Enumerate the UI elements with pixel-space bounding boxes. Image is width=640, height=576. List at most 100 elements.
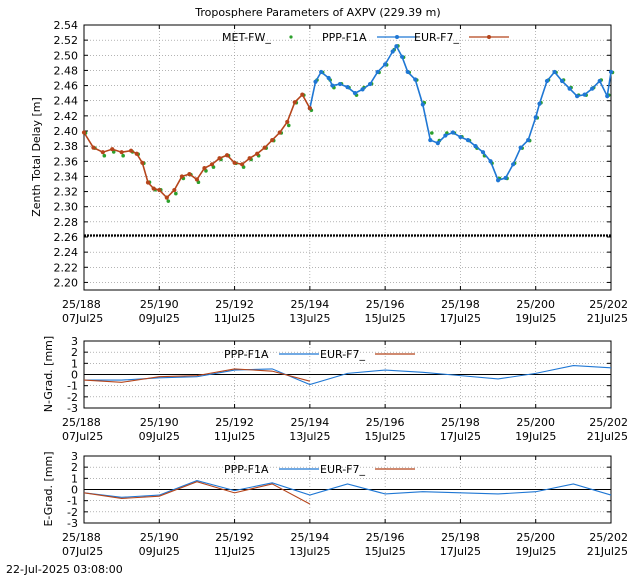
y-axis-label: Zenth Total Delay [m] [30, 97, 43, 217]
x-tick-date-label: 09Jul25 [139, 430, 180, 443]
legend-item: PPP-F1A [224, 463, 319, 476]
y-tick-label: 3 [71, 335, 78, 348]
data-point [575, 94, 580, 99]
y-tick-label: -1 [67, 495, 78, 508]
legend-label: MET-FW_ [222, 31, 271, 44]
series-eur-f7- [83, 368, 310, 383]
x-tick-label: 25/196 [366, 298, 405, 311]
x-tick-label: 25/190 [140, 416, 179, 429]
y-tick-label: -1 [67, 380, 78, 393]
data-point [559, 78, 565, 84]
data-point [544, 78, 550, 84]
x-tick-date-label: 21Jul25 [587, 312, 628, 325]
x-tick-label: 25/198 [441, 298, 480, 311]
y-tick-label: 0 [71, 484, 78, 497]
data-point [450, 130, 455, 135]
data-point [458, 134, 463, 140]
series-line [83, 481, 311, 505]
legend-item: PPP-F1A [322, 31, 417, 44]
data-point [537, 101, 542, 106]
x-tick-label: 25/188 [62, 416, 101, 429]
x-tick-date-label: 13Jul25 [289, 430, 330, 443]
data-point [300, 92, 305, 97]
x-tick-date-label: 19Jul25 [515, 312, 556, 325]
data-point [337, 81, 343, 87]
data-point [240, 162, 245, 167]
y-tick-label: -3 [67, 517, 78, 530]
y-tick-label: 2 [71, 346, 78, 359]
x-tick-date-label: 21Jul25 [587, 430, 628, 443]
x-tick-date-label: 13Jul25 [289, 312, 330, 325]
x-tick-date-label: 11Jul25 [214, 545, 255, 558]
data-point [270, 137, 275, 143]
data-point [224, 153, 230, 158]
data-point [399, 54, 405, 59]
x-tick-label: 25/188 [62, 298, 101, 311]
y-tick-label: 2.28 [54, 216, 79, 229]
data-point [202, 166, 207, 171]
x-tick-date-label: 07Jul25 [62, 545, 103, 558]
x-tick-label: 25/202 [589, 416, 628, 429]
x-tick-date-label: 07Jul25 [62, 430, 103, 443]
plot-frame [83, 24, 612, 291]
x-tick-label: 25/200 [516, 416, 555, 429]
data-point [174, 191, 178, 196]
data-point [81, 130, 87, 135]
series-ppp-f1a [307, 44, 614, 183]
data-point [262, 145, 267, 150]
legend-label: PPP-F1A [224, 348, 269, 361]
x-tick-date-label: 09Jul25 [139, 545, 180, 558]
series-ppp-f1a [84, 365, 612, 386]
x-tick-label: 25/202 [589, 531, 628, 544]
data-point [292, 100, 297, 105]
y-tick-label: 2.24 [54, 246, 79, 259]
y-tick-label: 2.22 [54, 261, 79, 274]
legend-label: PPP-F1A [224, 463, 269, 476]
legend-swatch [289, 35, 293, 39]
data-point [255, 151, 260, 156]
data-point [533, 115, 538, 120]
x-tick-label: 25/194 [291, 298, 330, 311]
legend-item: MET-FW_ [222, 31, 293, 44]
data-point [100, 150, 105, 155]
data-point [166, 199, 171, 203]
y-tick-label: 3 [71, 450, 78, 463]
data-point [428, 137, 433, 143]
y-tick-label: 2.26 [54, 231, 79, 244]
data-point [443, 133, 448, 138]
data-point [413, 77, 418, 82]
legend-label: EUR-F7_ [414, 31, 459, 44]
data-point [285, 119, 290, 125]
data-point [352, 91, 358, 96]
legend-swatch-marker [395, 35, 399, 39]
data-point [110, 147, 115, 152]
data-point [307, 106, 312, 111]
data-point [465, 137, 471, 143]
data-point [128, 148, 134, 153]
x-tick-date-label: 15Jul25 [365, 312, 406, 325]
x-tick-date-label: 17Jul25 [440, 545, 481, 558]
x-tick-label: 25/192 [215, 531, 254, 544]
x-tick-date-label: 11Jul25 [214, 312, 255, 325]
y-tick-label: 2.48 [54, 64, 79, 77]
legend-item: EUR-F7_ [320, 463, 415, 476]
legend-label: EUR-F7_ [320, 348, 365, 361]
data-point [286, 123, 291, 128]
data-point [511, 162, 516, 167]
data-point [605, 94, 610, 99]
y-tick-label: 2.30 [54, 201, 79, 214]
data-point [330, 83, 335, 88]
x-tick-date-label: 07Jul25 [62, 312, 103, 325]
legend-label: PPP-F1A [322, 31, 367, 44]
data-point [140, 160, 145, 165]
x-tick-label: 25/196 [366, 531, 405, 544]
x-tick-date-label: 09Jul25 [139, 312, 180, 325]
y-tick-label: 2.46 [54, 80, 79, 93]
x-tick-label: 25/188 [62, 531, 101, 544]
y-tick-label: 2.40 [54, 125, 79, 138]
y-tick-label: 1 [71, 472, 78, 485]
x-tick-date-label: 15Jul25 [365, 545, 406, 558]
legend-swatch-marker [487, 35, 491, 39]
data-point [313, 79, 318, 84]
